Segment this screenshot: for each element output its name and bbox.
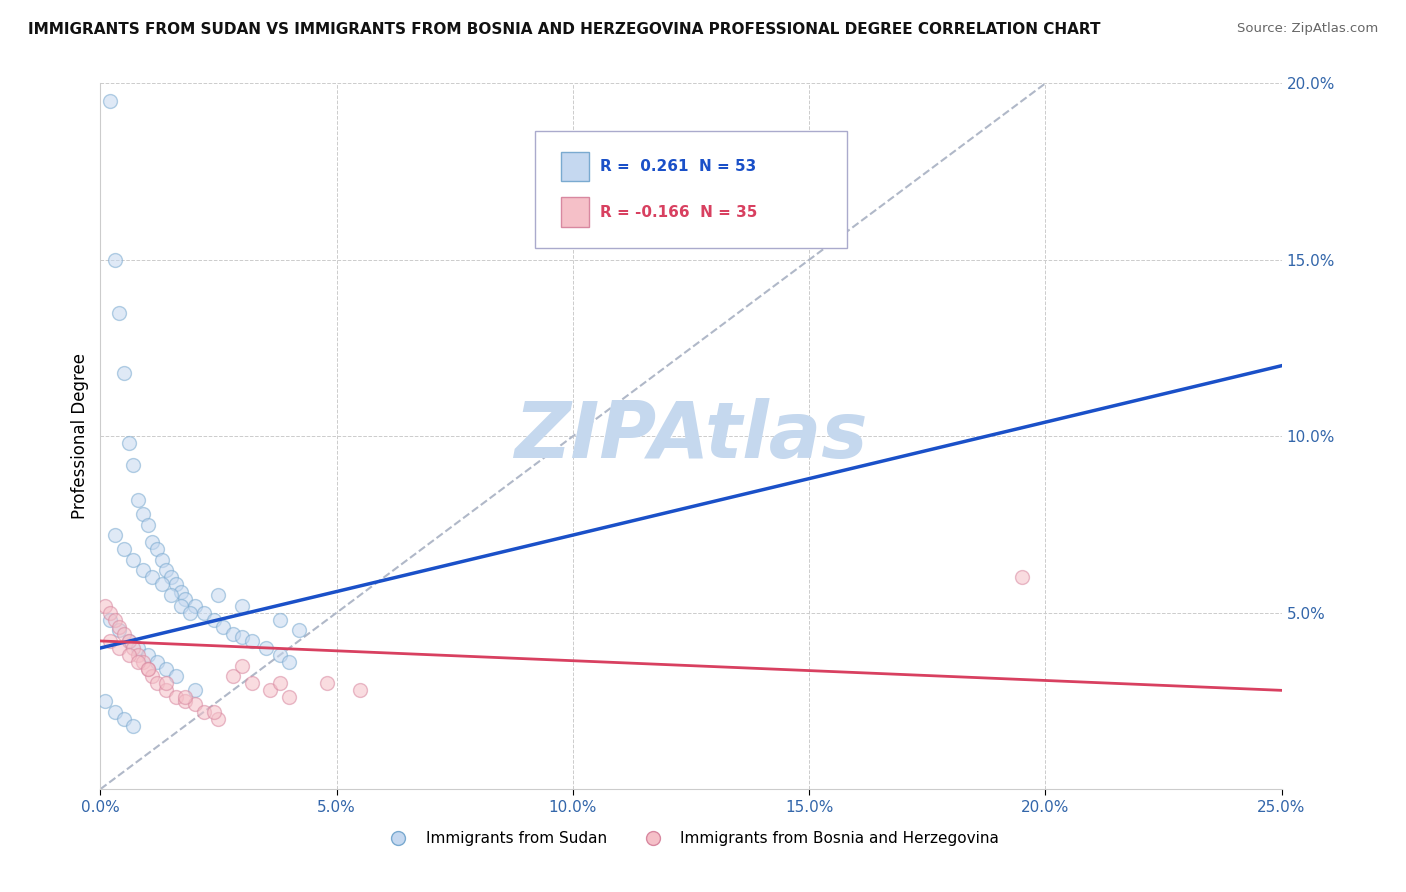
- Point: [193, 705, 215, 719]
- Point: [136, 662, 159, 676]
- Point: [112, 366, 135, 380]
- Point: [108, 624, 131, 638]
- Point: [94, 694, 117, 708]
- Point: [160, 588, 183, 602]
- Point: [141, 535, 163, 549]
- Text: ZIPAtlas: ZIPAtlas: [515, 399, 868, 475]
- Y-axis label: Professional Degree: Professional Degree: [72, 353, 89, 519]
- Point: [202, 705, 225, 719]
- Point: [179, 606, 201, 620]
- Point: [288, 624, 311, 638]
- Point: [169, 599, 191, 613]
- Point: [122, 640, 145, 655]
- Point: [98, 94, 121, 108]
- Point: [278, 690, 301, 705]
- Point: [160, 570, 183, 584]
- Point: [193, 606, 215, 620]
- Point: [108, 620, 131, 634]
- Point: [240, 634, 263, 648]
- Point: [136, 662, 159, 676]
- Point: [254, 640, 277, 655]
- Point: [98, 606, 121, 620]
- Point: [240, 676, 263, 690]
- Point: [174, 690, 197, 705]
- Point: [112, 542, 135, 557]
- Point: [184, 698, 207, 712]
- Point: [118, 436, 141, 450]
- Point: [207, 588, 229, 602]
- Text: R =  0.261  N = 53: R = 0.261 N = 53: [600, 159, 756, 174]
- Point: [136, 517, 159, 532]
- Point: [141, 570, 163, 584]
- Point: [122, 718, 145, 732]
- Point: [122, 458, 145, 472]
- Point: [1011, 570, 1033, 584]
- Point: [212, 620, 235, 634]
- Text: R = -0.166  N = 35: R = -0.166 N = 35: [600, 204, 758, 219]
- Point: [155, 662, 177, 676]
- Legend: Immigrants from Sudan, Immigrants from Bosnia and Herzegovina: Immigrants from Sudan, Immigrants from B…: [377, 825, 1005, 852]
- Point: [103, 252, 125, 267]
- Point: [146, 655, 169, 669]
- Point: [103, 613, 125, 627]
- Point: [221, 669, 243, 683]
- Point: [118, 648, 141, 662]
- Point: [118, 634, 141, 648]
- Point: [103, 705, 125, 719]
- Point: [127, 492, 149, 507]
- Point: [146, 542, 169, 557]
- Point: [127, 655, 149, 669]
- Point: [127, 640, 149, 655]
- Point: [132, 507, 155, 521]
- Point: [98, 634, 121, 648]
- Point: [269, 613, 291, 627]
- Point: [132, 655, 155, 669]
- Point: [155, 683, 177, 698]
- Point: [202, 613, 225, 627]
- Point: [165, 669, 187, 683]
- Point: [169, 584, 191, 599]
- Point: [127, 648, 149, 662]
- Point: [231, 599, 253, 613]
- Point: [269, 648, 291, 662]
- Point: [165, 577, 187, 591]
- Point: [231, 631, 253, 645]
- Text: Source: ZipAtlas.com: Source: ZipAtlas.com: [1237, 22, 1378, 36]
- Point: [146, 676, 169, 690]
- Point: [184, 683, 207, 698]
- Point: [174, 591, 197, 606]
- Point: [150, 577, 173, 591]
- Point: [316, 676, 339, 690]
- Point: [231, 658, 253, 673]
- Point: [184, 599, 207, 613]
- Point: [278, 655, 301, 669]
- Point: [112, 627, 135, 641]
- Point: [136, 648, 159, 662]
- Point: [118, 634, 141, 648]
- Point: [221, 627, 243, 641]
- Point: [155, 676, 177, 690]
- Point: [207, 712, 229, 726]
- Point: [108, 640, 131, 655]
- Point: [112, 712, 135, 726]
- Point: [349, 683, 371, 698]
- Point: [132, 563, 155, 577]
- Point: [150, 553, 173, 567]
- Point: [165, 690, 187, 705]
- Point: [98, 613, 121, 627]
- Point: [122, 553, 145, 567]
- Point: [174, 694, 197, 708]
- Point: [141, 669, 163, 683]
- Point: [269, 676, 291, 690]
- Point: [108, 306, 131, 320]
- Text: IMMIGRANTS FROM SUDAN VS IMMIGRANTS FROM BOSNIA AND HERZEGOVINA PROFESSIONAL DEG: IMMIGRANTS FROM SUDAN VS IMMIGRANTS FROM…: [28, 22, 1101, 37]
- Point: [259, 683, 281, 698]
- Point: [155, 563, 177, 577]
- Point: [94, 599, 117, 613]
- Point: [103, 528, 125, 542]
